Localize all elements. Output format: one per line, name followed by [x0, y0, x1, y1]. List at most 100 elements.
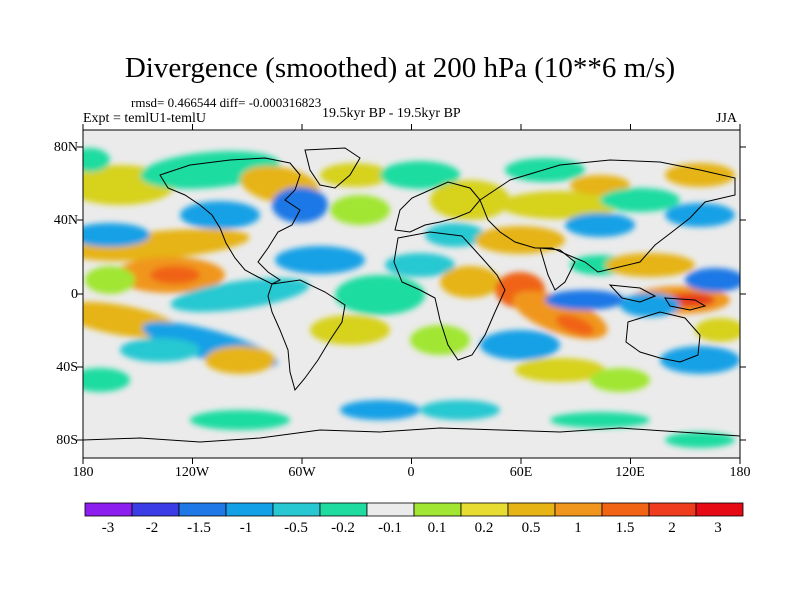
- lon-tick-label: 60E: [509, 465, 533, 480]
- divergence-contour-region: [605, 253, 695, 277]
- colorbar-swatch: [460, 502, 509, 517]
- divergence-contour-region: [475, 226, 565, 254]
- asia-coast: [479, 159, 736, 273]
- coastlines: [83, 147, 740, 443]
- lon-tick-label: 120W: [174, 465, 210, 480]
- divergence-contour-region: [272, 187, 328, 223]
- lon-tick-label: 60W: [288, 465, 316, 480]
- divergence-contour-region: [380, 161, 460, 189]
- lon-tick-label: 120E: [615, 465, 645, 480]
- period-label: 19.5kyr BP - 19.5kyr BP: [322, 106, 461, 121]
- lat-tick-label: 40S: [56, 360, 78, 375]
- lat-tick-label: 0: [71, 287, 78, 302]
- divergence-contour-region: [565, 213, 635, 237]
- colorbar-label: -0.1: [378, 520, 402, 536]
- colorbar-label: -1: [239, 520, 253, 536]
- colorbar-label: 0.1: [427, 520, 447, 536]
- colorbar-label: -0.5: [284, 520, 308, 536]
- greenland-coast: [304, 147, 361, 189]
- divergence-contour-region: [310, 315, 390, 345]
- divergence-contour-region: [515, 358, 605, 382]
- divergence-contour-region: [480, 330, 560, 360]
- lat-tick-label: 80S: [56, 433, 78, 448]
- divergence-contour-region: [665, 203, 735, 227]
- divergence-contour-region: [320, 163, 390, 187]
- colorbar-label: 0.5: [521, 520, 541, 536]
- divergence-contour-region: [660, 346, 740, 374]
- divergence-contour-region: [570, 175, 630, 195]
- india-coast: [539, 247, 576, 291]
- colorbar-swatch: [131, 502, 180, 517]
- antarctica-coast: [83, 427, 740, 443]
- divergence-contour-region: [85, 266, 135, 294]
- divergence-contour-region: [665, 432, 735, 448]
- colorbar-label: -3: [101, 520, 115, 536]
- divergence-contour-region: [83, 368, 130, 392]
- colorbar-swatch: [648, 502, 697, 517]
- colorbar-swatch: [507, 502, 556, 517]
- divergence-contour-region: [205, 346, 275, 374]
- divergence-contour-region: [180, 201, 260, 229]
- colorbar-label: 2: [668, 520, 676, 536]
- colorbar-swatch: [554, 502, 603, 517]
- divergence-contour-region: [420, 400, 500, 420]
- divergence-contour-region: [550, 412, 650, 428]
- divergence-contour-region: [600, 188, 680, 212]
- divergence-contour-region: [500, 191, 620, 219]
- axis-ticks: [77, 124, 746, 464]
- divergence-contour-region: [335, 275, 425, 315]
- divergence-contour-region: [440, 266, 500, 298]
- divergence-contour-region: [590, 368, 650, 392]
- lon-tick-label: 180: [72, 465, 94, 480]
- divergence-contour-region: [620, 293, 680, 317]
- divergence-contour-region: [410, 325, 470, 355]
- lon-tick-label: 180: [729, 465, 751, 480]
- colorbar-label: 1: [574, 520, 582, 536]
- lon-tick-label: 0: [407, 465, 415, 480]
- figure-title: Divergence (smoothed) at 200 hPa (10**6 …: [124, 52, 676, 84]
- divergence-contour-region: [190, 410, 290, 430]
- divergence-contour-region: [430, 180, 510, 220]
- colorbar-swatch: [413, 502, 462, 517]
- africa-coast: [393, 231, 506, 361]
- colorbar-swatch: [272, 502, 321, 517]
- new-guinea-coast: [664, 297, 707, 311]
- divergence-contour-region: [83, 223, 150, 247]
- divergence-contour-region: [685, 268, 740, 292]
- divergence-contour-region: [545, 290, 625, 310]
- australia-coast: [625, 311, 701, 363]
- colorbar-label: -1.5: [187, 520, 211, 536]
- divergence-field: [83, 130, 740, 458]
- colorbar-swatch: [178, 502, 227, 517]
- season-label: JJA: [716, 111, 738, 126]
- maritime-continent-coast: [608, 284, 657, 303]
- colorbar-label: 3: [714, 520, 722, 536]
- divergence-contour-region: [330, 195, 390, 225]
- divergence-contour-region: [665, 163, 735, 187]
- divergence-contour-region: [83, 148, 110, 172]
- colorbar: [84, 502, 744, 517]
- colorbar-swatch: [225, 502, 274, 517]
- colorbar-swatch: [84, 502, 133, 517]
- divergence-contour-region: [340, 400, 420, 420]
- stats-text: rmsd= 0.466544 diff= -0.000316823: [131, 95, 322, 110]
- lat-tick-label: 80N: [53, 140, 78, 155]
- divergence-contour-region: [556, 314, 594, 336]
- colorbar-swatch: [366, 502, 415, 517]
- colorbar-label: -0.2: [331, 520, 355, 536]
- north-america-coast: [159, 157, 301, 285]
- lat-tick-label: 40N: [53, 213, 78, 228]
- colorbar-label: 1.5: [615, 520, 635, 536]
- divergence-contour-region: [120, 338, 200, 362]
- colorbar-label: 0.2: [474, 520, 494, 536]
- divergence-contour-region: [275, 246, 365, 274]
- divergence-contour-region: [695, 318, 740, 342]
- divergence-contour-region: [385, 253, 455, 277]
- divergence-contour-region: [170, 278, 310, 312]
- colorbar-swatch: [601, 502, 650, 517]
- experiment-label: Expt = temlU1-temlU: [83, 111, 206, 126]
- south-america-coast: [267, 279, 346, 392]
- colorbar-swatch: [695, 502, 744, 517]
- colorbar-label: -2: [145, 520, 159, 536]
